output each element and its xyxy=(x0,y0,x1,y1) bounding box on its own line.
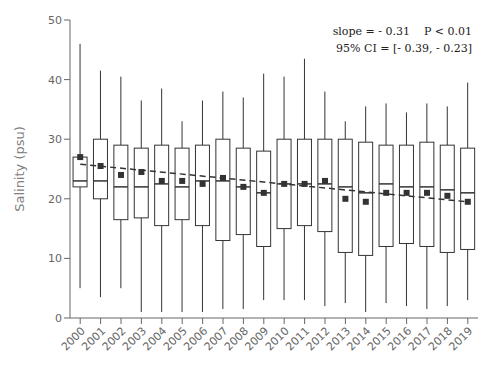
svg-text:2004: 2004 xyxy=(140,324,170,354)
svg-text:2002: 2002 xyxy=(99,324,129,354)
svg-text:30: 30 xyxy=(48,133,62,146)
svg-text:2009: 2009 xyxy=(242,324,272,354)
html-text:slope = - 0.31 P < 0.01: slope = - 0.31 P < 0.01 xyxy=(332,25,472,38)
svg-text:2006: 2006 xyxy=(181,324,211,354)
svg-text:2019: 2019 xyxy=(446,324,475,353)
svg-text:2000: 2000 xyxy=(58,324,88,354)
svg-text:50: 50 xyxy=(48,14,62,27)
svg-text:2014: 2014 xyxy=(344,324,374,354)
svg-text:40: 40 xyxy=(48,74,62,87)
svg-text:Salinity (psu): Salinity (psu) xyxy=(12,126,27,212)
svg-text:2012: 2012 xyxy=(303,324,333,354)
svg-text:2007: 2007 xyxy=(201,324,231,354)
svg-text:2011: 2011 xyxy=(283,324,313,354)
svg-text:2008: 2008 xyxy=(222,324,251,354)
svg-text:2001: 2001 xyxy=(79,324,109,354)
svg-text:2013: 2013 xyxy=(324,324,353,354)
svg-text:20: 20 xyxy=(48,193,62,206)
svg-text:2005: 2005 xyxy=(160,324,190,354)
svg-text:0: 0 xyxy=(55,312,62,325)
svg-text:2017: 2017 xyxy=(405,324,435,354)
svg-text:10: 10 xyxy=(48,252,62,265)
html-text:95% CI = [- 0.39, - 0.23]: 95% CI = [- 0.39, - 0.23] xyxy=(336,41,472,55)
svg-text:2016: 2016 xyxy=(385,324,415,354)
svg-text:2018: 2018 xyxy=(426,324,455,354)
svg-text:2015: 2015 xyxy=(364,324,394,354)
svg-text:2003: 2003 xyxy=(120,324,149,354)
svg-text:2010: 2010 xyxy=(262,324,292,354)
